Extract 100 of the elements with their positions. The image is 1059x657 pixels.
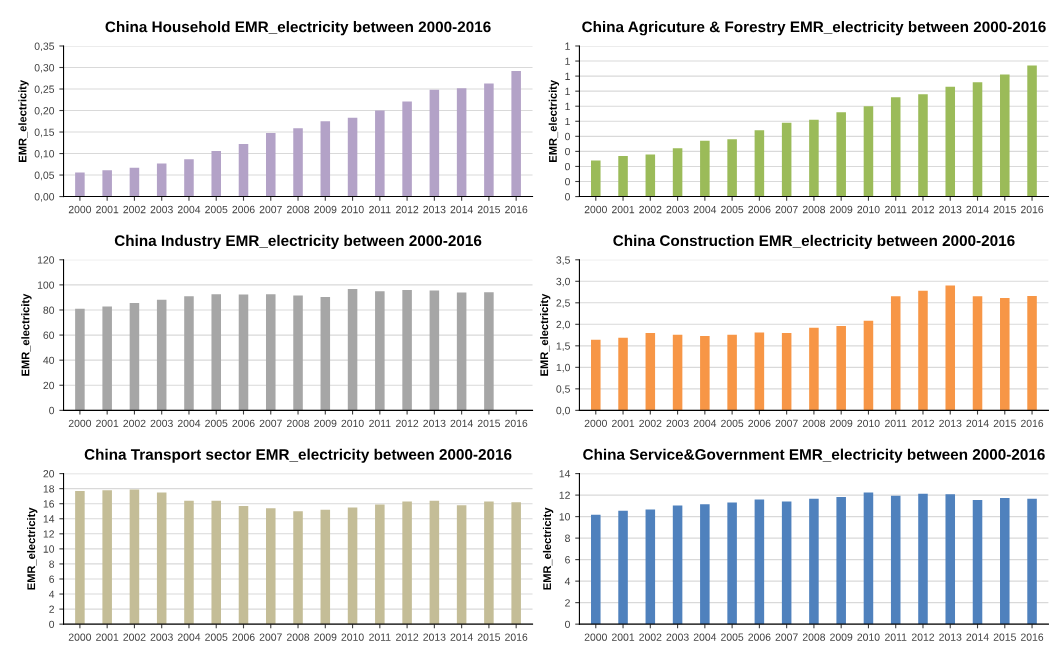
bar bbox=[836, 326, 846, 411]
chart-title: China Household EMR_electricity between 2000-2016 bbox=[105, 21, 491, 36]
x-tick-label: 2002 bbox=[123, 419, 146, 428]
y-tick-label: 3,0 bbox=[556, 277, 570, 287]
bar bbox=[618, 155, 628, 197]
x-tick-label: 2013 bbox=[423, 419, 446, 428]
x-tick-label: 2001 bbox=[96, 205, 119, 214]
x-tick-label: 2005 bbox=[721, 205, 744, 214]
bar bbox=[211, 150, 221, 197]
bar bbox=[456, 505, 467, 625]
x-tick-label: 2001 bbox=[611, 205, 635, 214]
x-tick-label: 2016 bbox=[505, 419, 528, 428]
y-tick-label: 0 bbox=[565, 162, 570, 171]
y-tick-label: 10 bbox=[559, 513, 570, 521]
x-tick-label: 2011 bbox=[369, 633, 391, 641]
x-tick-label: 2014 bbox=[966, 633, 989, 641]
y-tick-label: 120 bbox=[37, 256, 55, 264]
x-tick-label: 2014 bbox=[966, 419, 989, 428]
y-tick-label: 2 bbox=[565, 599, 570, 607]
bar bbox=[184, 500, 194, 625]
bar bbox=[672, 505, 683, 625]
bar bbox=[700, 335, 710, 411]
x-tick-label: 2016 bbox=[505, 633, 528, 641]
x-tick-label: 2012 bbox=[911, 419, 935, 428]
y-tick-label: 20 bbox=[43, 381, 55, 390]
bar bbox=[591, 339, 601, 411]
bar bbox=[320, 509, 331, 625]
x-tick-label: 2007 bbox=[259, 205, 282, 214]
x-tick-label: 2015 bbox=[477, 205, 501, 214]
bar bbox=[511, 70, 521, 197]
bar bbox=[972, 296, 983, 411]
bar bbox=[211, 294, 221, 411]
bar bbox=[484, 83, 494, 197]
x-tick-label: 2014 bbox=[450, 419, 473, 428]
x-tick-label: 2014 bbox=[450, 205, 473, 214]
bar bbox=[1027, 498, 1037, 625]
x-tick-label: 2015 bbox=[477, 419, 501, 428]
x-tick-label: 2004 bbox=[177, 419, 201, 428]
x-tick-label: 2006 bbox=[232, 205, 255, 214]
bar bbox=[402, 501, 412, 625]
x-tick-label: 2015 bbox=[993, 633, 1016, 641]
bar bbox=[1027, 295, 1037, 411]
y-tick-label: 16 bbox=[43, 500, 55, 508]
y-tick-label: 0 bbox=[49, 620, 55, 629]
x-tick-label: 2012 bbox=[396, 633, 419, 641]
bar bbox=[781, 332, 792, 411]
x-tick-label: 2010 bbox=[857, 205, 880, 214]
y-tick-label: 4 bbox=[564, 577, 571, 585]
bar bbox=[618, 337, 628, 411]
x-tick-label: 2010 bbox=[341, 633, 364, 641]
y-tick-label: 0 bbox=[565, 620, 570, 629]
x-tick-label: 2014 bbox=[966, 205, 989, 214]
bar bbox=[918, 94, 928, 197]
x-tick-label: 2013 bbox=[939, 205, 962, 214]
x-tick-label: 2010 bbox=[857, 633, 880, 641]
y-tick-label: 4 bbox=[48, 590, 55, 598]
x-tick-label: 2006 bbox=[748, 633, 771, 641]
y-tick-label: 8 bbox=[565, 534, 570, 542]
x-tick-label: 2010 bbox=[857, 419, 880, 428]
x-tick-label: 2007 bbox=[775, 633, 798, 641]
bar bbox=[863, 106, 874, 197]
bar bbox=[238, 294, 249, 411]
y-axis-title: EMR_electricity bbox=[27, 507, 38, 590]
x-tick-label: 2003 bbox=[150, 633, 173, 641]
y-tick-label: 1 bbox=[565, 117, 570, 126]
y-tick-label: 0,0 bbox=[556, 406, 570, 416]
bar bbox=[156, 163, 167, 197]
bar bbox=[456, 88, 467, 197]
x-tick-label: 2011 bbox=[885, 633, 907, 641]
x-tick-label: 2006 bbox=[232, 633, 255, 641]
x-tick-label: 2014 bbox=[450, 633, 473, 641]
bar bbox=[591, 514, 601, 625]
bar bbox=[781, 501, 792, 625]
bar bbox=[265, 508, 276, 625]
bar bbox=[265, 294, 276, 411]
y-tick-label: 80 bbox=[43, 306, 55, 314]
y-tick-label: 40 bbox=[43, 356, 55, 365]
bar bbox=[672, 148, 683, 197]
chart-title: China Transport sector EMR_electricity between 2000-2016 bbox=[84, 448, 512, 463]
x-tick-label: 2013 bbox=[939, 633, 962, 641]
bar bbox=[1027, 65, 1037, 197]
bar bbox=[809, 327, 819, 411]
bar bbox=[293, 511, 303, 625]
bar bbox=[918, 493, 928, 625]
x-tick-label: 2009 bbox=[830, 419, 853, 428]
y-tick-label: 60 bbox=[43, 331, 55, 339]
y-tick-label: 0,35 bbox=[34, 42, 55, 52]
x-tick-label: 2003 bbox=[150, 419, 173, 428]
bar bbox=[781, 122, 792, 197]
bar bbox=[238, 505, 249, 625]
bar bbox=[347, 117, 358, 197]
bar bbox=[429, 290, 440, 411]
bar bbox=[836, 497, 846, 625]
bar bbox=[945, 86, 956, 197]
bar bbox=[320, 121, 331, 197]
bar bbox=[754, 130, 765, 197]
y-tick-label: 0,20 bbox=[34, 107, 55, 116]
bar bbox=[809, 119, 819, 197]
bar bbox=[700, 504, 710, 625]
y-tick-label: 0,05 bbox=[34, 171, 55, 181]
